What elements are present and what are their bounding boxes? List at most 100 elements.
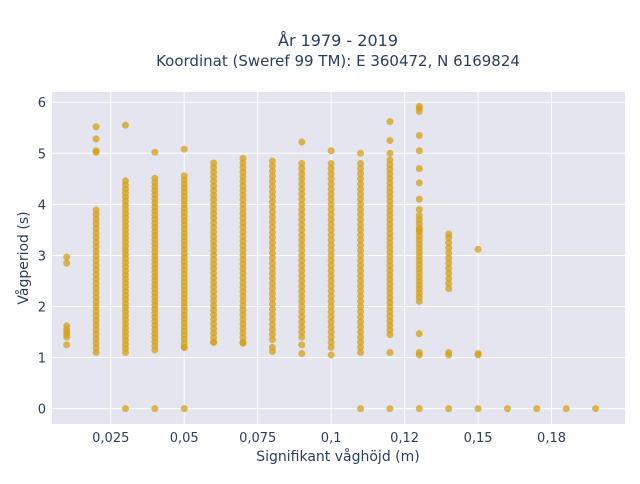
data-point — [445, 405, 453, 413]
data-point — [357, 190, 365, 198]
x-tick-label: 0,1 — [321, 431, 342, 446]
data-point — [298, 165, 306, 173]
data-point — [298, 160, 306, 168]
data-point — [298, 195, 306, 203]
data-point — [327, 262, 335, 270]
data-point — [357, 180, 365, 188]
data-point — [92, 148, 100, 156]
data-point — [327, 216, 335, 224]
data-point — [386, 137, 394, 145]
data-point — [415, 165, 423, 173]
data-point — [445, 280, 453, 288]
data-point — [268, 198, 276, 206]
data-point — [357, 292, 365, 300]
data-point — [327, 297, 335, 305]
x-tick-label: 0,025 — [92, 431, 129, 446]
data-point — [268, 300, 276, 308]
data-point — [268, 208, 276, 216]
data-point — [268, 157, 276, 165]
data-point — [415, 195, 423, 203]
y-tick-label: 5 — [38, 147, 46, 162]
data-point — [268, 162, 276, 170]
data-point — [562, 405, 570, 413]
data-point — [298, 226, 306, 234]
data-point — [357, 297, 365, 305]
data-point — [357, 165, 365, 173]
data-point — [357, 272, 365, 280]
data-point — [327, 175, 335, 183]
data-point — [327, 313, 335, 321]
data-point — [268, 234, 276, 242]
grid — [52, 92, 625, 424]
data-point — [268, 326, 276, 334]
data-point — [357, 333, 365, 341]
data-point — [268, 213, 276, 221]
data-point — [327, 257, 335, 265]
data-point — [357, 318, 365, 326]
data-point — [357, 200, 365, 208]
data-point — [386, 405, 394, 413]
data-point — [357, 170, 365, 178]
data-point — [327, 282, 335, 290]
x-tick-label: 0,12 — [390, 431, 419, 446]
data-point — [445, 269, 453, 277]
data-point — [268, 274, 276, 282]
data-point — [268, 290, 276, 298]
data-point — [474, 351, 482, 359]
data-point — [298, 318, 306, 326]
data-point — [327, 236, 335, 244]
data-point — [357, 226, 365, 234]
data-point — [298, 170, 306, 178]
data-point — [298, 175, 306, 183]
data-point — [151, 174, 159, 182]
data-point — [327, 308, 335, 316]
data-point — [357, 160, 365, 168]
data-point — [415, 147, 423, 155]
data-point — [357, 323, 365, 331]
data-point — [445, 259, 453, 267]
data-point — [298, 138, 306, 146]
data-point — [268, 188, 276, 196]
data-point — [327, 226, 335, 234]
data-point — [92, 135, 100, 143]
data-point — [327, 318, 335, 326]
y-tick-label: 3 — [38, 249, 46, 264]
x-tick-label: 0,075 — [239, 431, 276, 446]
data-point — [180, 145, 188, 153]
data-point — [357, 246, 365, 254]
data-point — [268, 182, 276, 190]
data-point — [327, 221, 335, 229]
data-point — [268, 285, 276, 293]
data-point — [415, 330, 423, 338]
data-point — [415, 107, 423, 115]
data-point — [357, 205, 365, 213]
data-point — [298, 333, 306, 341]
data-point — [415, 179, 423, 187]
data-point — [357, 348, 365, 356]
x-tick-label: 0,05 — [170, 431, 199, 446]
data-point — [151, 405, 159, 413]
y-axis-title: Vågperiod (s) — [15, 211, 32, 304]
data-point — [327, 303, 335, 311]
data-point — [298, 200, 306, 208]
data-point — [386, 156, 394, 164]
data-point — [268, 269, 276, 277]
data-point — [357, 343, 365, 351]
data-point — [357, 262, 365, 270]
data-point — [357, 313, 365, 321]
data-point — [474, 245, 482, 253]
data-point — [268, 218, 276, 226]
data-point — [298, 287, 306, 295]
data-point — [415, 131, 423, 139]
data-point — [357, 287, 365, 295]
data-point — [386, 118, 394, 126]
data-point — [268, 320, 276, 328]
data-points — [63, 102, 600, 413]
data-point — [357, 303, 365, 311]
data-point — [298, 303, 306, 311]
data-point — [63, 259, 71, 267]
data-point — [327, 211, 335, 219]
data-point — [298, 282, 306, 290]
